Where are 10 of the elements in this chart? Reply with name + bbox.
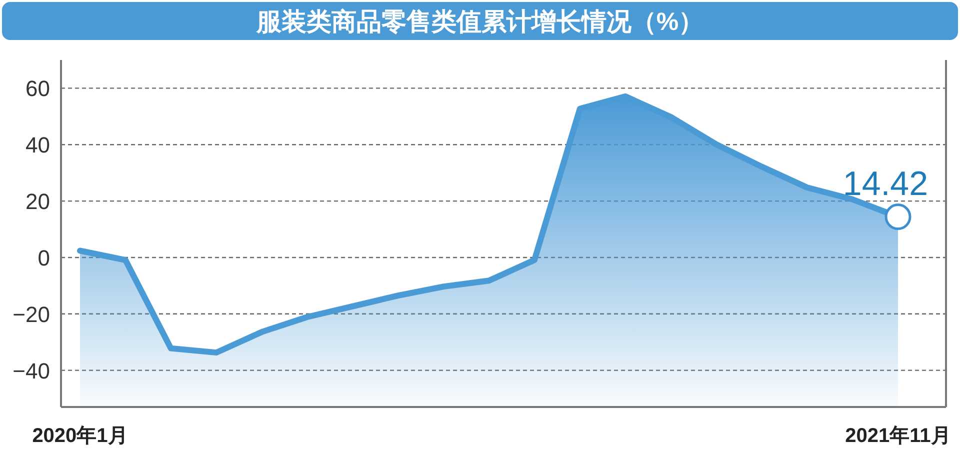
y-tick-label: 60 <box>26 76 50 102</box>
x-tick-label: 2020年1月 <box>32 425 128 447</box>
y-tick-label: −20 <box>12 302 50 327</box>
chart-title: 服装类商品零售类值累计增长情况（%） <box>255 8 704 36</box>
y-tick-label: −40 <box>12 358 50 384</box>
y-tick-label: 40 <box>26 132 50 158</box>
y-tick-label: 0 <box>38 245 50 270</box>
y-tick-label: 20 <box>26 189 50 214</box>
x-tick-label: 2021年11月 <box>845 425 951 447</box>
annotation: 14.42 <box>842 164 928 203</box>
